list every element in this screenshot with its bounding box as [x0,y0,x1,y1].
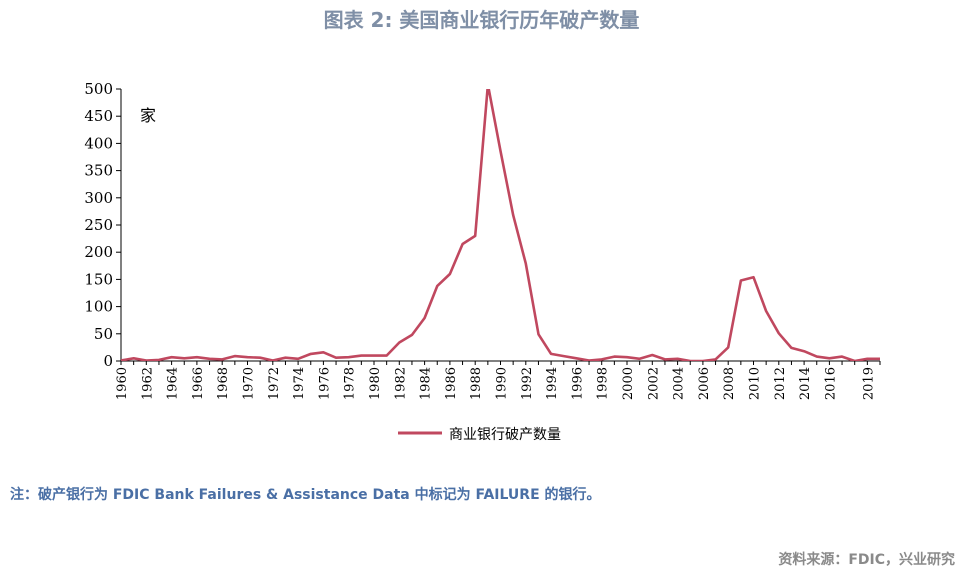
y-tick-label: 50 [94,325,113,343]
x-tick-label: 2016 [823,367,838,400]
legend: 商业银行破产数量 [398,427,561,443]
source-note: 资料来源：FDIC，兴业研究 [778,552,955,568]
y-tick-label: 300 [84,189,113,207]
y-tick-label: 150 [84,270,113,288]
x-tick-label: 2002 [646,367,661,400]
x-tick-label: 1964 [166,367,181,400]
y-tick-label: 250 [84,216,113,234]
y-tick-label: 200 [84,243,113,261]
x-tick-label: 2006 [697,367,712,400]
x-tick-label: 2014 [798,367,813,400]
plot-area [121,89,880,361]
x-tick-label: 1978 [343,367,358,400]
x-tick-label: 1960 [115,367,130,400]
x-tick-label: 2012 [773,367,788,400]
x-tick-label: 1970 [242,367,257,400]
y-unit-label: 家 [140,106,156,125]
y-tick-label: 0 [103,352,113,370]
x-tick-label: 2008 [722,367,737,400]
legend-label: 商业银行破产数量 [449,427,561,443]
y-tick-label: 400 [84,134,113,152]
x-tick-label: 2004 [672,367,687,400]
x-tick-label: 1988 [469,367,484,400]
series-line [121,89,880,361]
x-tick-label: 1994 [545,367,560,400]
x-tick-label: 1968 [216,367,231,400]
x-tick-label: 1990 [495,367,510,400]
x-tick-label: 1972 [267,367,282,400]
y-tick-label: 500 [84,80,113,98]
x-tick-label: 1986 [444,367,459,400]
x-tick-label: 1976 [317,367,332,400]
x-tick-label: 1984 [419,367,434,400]
x-tick-label: 2010 [748,367,763,400]
y-tick-label: 450 [84,107,113,125]
x-tick-label: 1996 [570,367,585,400]
x-tick-label: 2019 [861,367,876,400]
axes: 0 50 100 150 200 250 300 350 400 450 500 1960 1962 19… [84,80,881,400]
x-tick-label: 1992 [520,367,535,400]
y-tick-label: 100 [84,298,113,316]
x-tick-label: 1998 [596,367,611,400]
x-tick-label: 2000 [621,367,636,400]
x-tick-label: 1980 [368,367,383,400]
x-tick-label: 1966 [191,367,206,400]
line-chart: 0 50 100 150 200 250 300 350 400 450 500 1960 1962 19… [84,80,881,443]
x-tick-label: 1974 [292,367,307,400]
y-tick-label: 350 [84,162,113,180]
x-tick-label: 1962 [140,367,155,400]
chart-title: 图表 2: 美国商业银行历年破产数量 [323,8,640,32]
footnote: 注：破产银行为 FDIC Bank Failures & Assistance … [10,487,601,503]
x-tick-label: 1982 [393,367,408,400]
